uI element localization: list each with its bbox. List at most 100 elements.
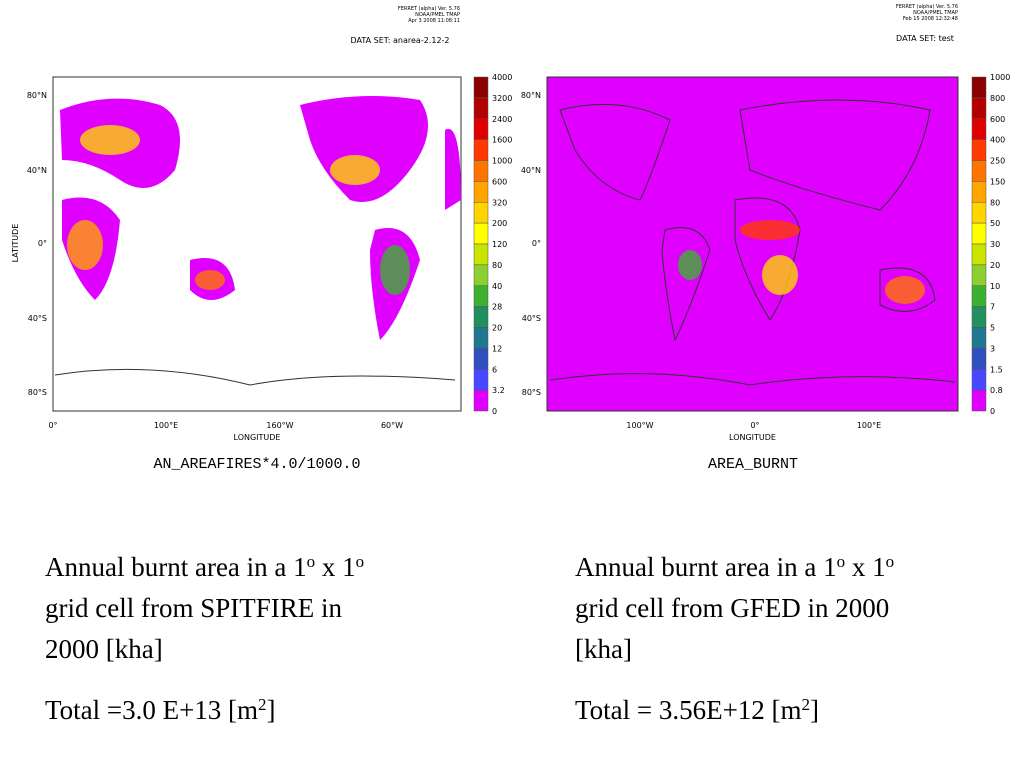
- colorbar-swatch: [971, 97, 987, 119]
- colorbar-label: 7: [990, 303, 995, 312]
- dataset-label: DATA SET: anarea-2.12-2: [350, 36, 449, 45]
- colorbar-swatch: [473, 369, 489, 391]
- plot-header: Apr 3 2008 11:08:11: [408, 18, 460, 24]
- colorbar-swatch: [971, 139, 987, 161]
- colorbar-label: 600: [492, 177, 507, 186]
- colorbar-label: 1000: [990, 73, 1010, 82]
- y-tick-label: 40°S: [28, 314, 47, 323]
- colorbar-swatch: [473, 118, 489, 140]
- variable-label: AREA_BURNT: [708, 456, 798, 473]
- superscript: 2: [258, 695, 267, 714]
- plot-header: Feb 15 2008 12:32:48: [903, 16, 958, 22]
- colorbar-swatch: [971, 348, 987, 370]
- caption-text: ]: [810, 695, 819, 725]
- colorbar-label: 600: [990, 115, 1005, 124]
- caption-line: [kha]: [575, 634, 632, 664]
- colorbar-label: 3.2: [492, 386, 505, 395]
- colorbar-label: 4000: [492, 73, 512, 82]
- x-tick-label: 100°E: [857, 421, 881, 430]
- left-map: [52, 76, 462, 412]
- dataset-label: DATA SET: test: [896, 34, 954, 43]
- colorbar-swatch: [971, 285, 987, 307]
- y-tick-label: 80°N: [521, 91, 541, 100]
- colorbar-swatch: [473, 222, 489, 245]
- caption-text: [kha]: [575, 634, 632, 664]
- colorbar-label: 6: [492, 365, 497, 374]
- colorbar-label: 28: [492, 303, 502, 312]
- y-tick-label: 40°N: [27, 166, 47, 175]
- caption-text: Annual burnt area in a 1: [575, 552, 837, 582]
- colorbar-swatch: [971, 202, 987, 224]
- colorbar-swatch: [473, 202, 489, 224]
- colorbar-swatch: [971, 118, 987, 140]
- colorbar-label: 20: [990, 261, 1000, 270]
- colorbar-label: 3200: [492, 94, 512, 103]
- plot-header: NOAA/PMEL TMAP: [415, 12, 460, 18]
- colorbar-swatch: [473, 264, 489, 286]
- colorbar-swatch: [971, 369, 987, 391]
- colorbar-label: 120: [492, 240, 507, 249]
- colorbar-label: 1600: [492, 136, 512, 145]
- colorbar-swatch: [473, 76, 489, 99]
- colorbar-swatch: [473, 160, 489, 182]
- colorbar-label: 250: [990, 157, 1005, 166]
- colorbar-label: 2400: [492, 115, 512, 124]
- caption-text: 2000 [kha]: [45, 634, 163, 664]
- caption-text: grid cell from GFED in 2000: [575, 593, 889, 623]
- caption-text: grid cell from SPITFIRE in: [45, 593, 342, 623]
- y-tick-label: 80°S: [522, 388, 541, 397]
- colorbar-swatch: [971, 327, 987, 349]
- colorbar-label: 0: [990, 407, 995, 416]
- y-tick-label: 80°S: [28, 388, 47, 397]
- colorbar-label: 1000: [492, 157, 512, 166]
- colorbar-swatch: [473, 389, 489, 412]
- caption-line: grid cell from GFED in 2000: [575, 593, 889, 623]
- colorbar-swatch: [971, 181, 987, 203]
- colorbar-label: 0.8: [990, 386, 1003, 395]
- colorbar-swatch: [473, 306, 489, 328]
- superscript: 2: [802, 695, 811, 714]
- colorbar-label: 800: [990, 94, 1005, 103]
- colorbar-label: 1.5: [990, 365, 1003, 374]
- colorbar-swatch: [473, 139, 489, 161]
- superscript: o: [307, 552, 316, 571]
- colorbar-swatch: [971, 264, 987, 286]
- colorbar-label: 80: [990, 198, 1000, 207]
- colorbar-swatch: [473, 97, 489, 119]
- colorbar-swatch: [971, 222, 987, 245]
- colorbar-label: 80: [492, 261, 502, 270]
- colorbar-label: 50: [990, 219, 1000, 228]
- caption-line: grid cell from SPITFIRE in: [45, 593, 342, 623]
- colorbar-swatch: [971, 243, 987, 266]
- x-tick-label: 100°E: [154, 421, 178, 430]
- y-tick-label: 0°: [38, 239, 47, 248]
- y-tick-label: 40°S: [522, 314, 541, 323]
- y-tick-label: 40°N: [521, 166, 541, 175]
- colorbar-label: 30: [990, 240, 1000, 249]
- right-map: [546, 76, 959, 412]
- caption-text: x 1: [845, 552, 886, 582]
- plot-header: FERRET (alpha) Ver. 5.76: [398, 6, 460, 12]
- x-axis-label: LONGITUDE: [234, 433, 281, 442]
- colorbar-label: 0: [492, 407, 497, 416]
- colorbar-label: 20: [492, 324, 502, 333]
- caption-text: Total =3.0 E+13 [m: [45, 695, 258, 725]
- colorbar-swatch: [971, 306, 987, 328]
- x-tick-label: 60°W: [381, 421, 403, 430]
- colorbar-label: 5: [990, 324, 995, 333]
- colorbar-label: 40: [492, 282, 502, 291]
- caption-line: Total =3.0 E+13 [m2]: [45, 695, 276, 726]
- y-axis-label: LATITUDE: [11, 224, 20, 263]
- colorbar-swatch: [971, 389, 987, 412]
- colorbar-label: 3: [990, 344, 995, 353]
- x-tick-label: 100°W: [626, 421, 653, 430]
- colorbar-swatch: [971, 76, 987, 99]
- superscript: o: [356, 552, 365, 571]
- colorbar-swatch: [971, 160, 987, 182]
- superscript: o: [886, 552, 895, 571]
- plot-header: NOAA/PMEL TMAP: [913, 10, 958, 16]
- colorbar-swatch: [473, 285, 489, 307]
- colorbar-label: 10: [990, 282, 1000, 291]
- colorbar-label: 150: [990, 177, 1005, 186]
